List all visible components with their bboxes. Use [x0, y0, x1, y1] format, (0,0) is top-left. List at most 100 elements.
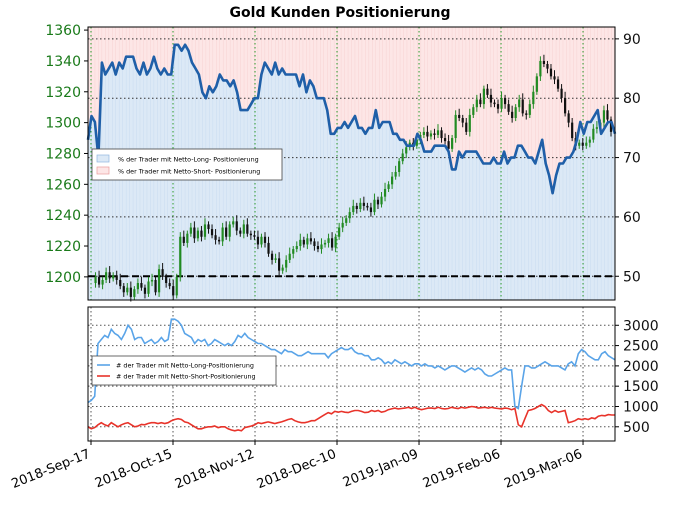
candle-body [525, 113, 528, 115]
candle-body [260, 236, 263, 245]
left-tick-label: 1240 [45, 208, 81, 224]
candle-body [129, 287, 132, 297]
candle-body [253, 235, 256, 237]
candle-body [426, 131, 429, 137]
candle-body [228, 224, 231, 237]
legend-percent: % der Trader mit Netto-Long- Positionier… [91, 148, 283, 181]
candle-body [592, 128, 595, 140]
candle-body [278, 258, 281, 271]
candle-body [567, 113, 570, 123]
bottom-frame [87, 306, 616, 442]
candle-body [242, 224, 245, 234]
x-tick-label: 2018-Sep-17 [9, 447, 92, 492]
candle-body [147, 281, 150, 294]
candle-body [362, 202, 365, 206]
candle-body [320, 244, 323, 250]
x-tick-label: 2018-Nov-12 [173, 447, 257, 492]
long-pct-line [86, 43, 617, 195]
candle-body [571, 122, 574, 139]
candle-body [553, 76, 556, 80]
candle-body [521, 99, 524, 114]
candle-body [482, 88, 485, 105]
candle-body [436, 130, 440, 135]
legend-swatch [96, 154, 110, 163]
left-tick-label: 1280 [45, 146, 81, 162]
candle-body [585, 142, 588, 146]
candle-body [330, 238, 334, 248]
candle-body [415, 139, 418, 146]
candle-body [154, 279, 157, 293]
candle-body [352, 205, 355, 213]
candle-body [503, 97, 507, 105]
candle-body [391, 176, 394, 185]
candle-body [189, 227, 192, 234]
candle-body [172, 286, 175, 296]
candle-body [292, 249, 295, 254]
candle-body [475, 99, 478, 108]
candle-body [602, 110, 606, 123]
candle-body [288, 253, 291, 260]
candle-body [140, 283, 143, 288]
right-tick-label: 50 [623, 269, 641, 285]
candle-body [186, 233, 189, 243]
candle-body [193, 227, 196, 239]
candle-body [595, 127, 598, 129]
candle-body [161, 269, 164, 277]
candle-body [511, 111, 514, 118]
candle-body [489, 94, 493, 103]
candle-body [239, 230, 242, 234]
candle-body [105, 272, 108, 280]
candle-body [468, 114, 471, 132]
x-tick-label: 2018-Dec-10 [255, 447, 339, 492]
candle-body [232, 221, 235, 225]
count-tick-label: 500 [623, 420, 650, 436]
candle-body [380, 196, 383, 205]
candle-body [376, 199, 380, 205]
legend-label: % der Trader mit Netto-Short- Positionie… [118, 168, 260, 176]
candle-body [267, 242, 270, 254]
candle-body [394, 171, 397, 177]
candle-body [564, 97, 567, 114]
candle-body [249, 233, 252, 236]
short-count-line [87, 403, 615, 432]
candle-body [203, 224, 207, 237]
left-tick-label: 1360 [45, 23, 81, 39]
candle-body [355, 205, 358, 209]
left-tick-label: 1300 [45, 116, 81, 132]
candle-body [115, 275, 118, 280]
candle-body [302, 239, 305, 245]
count-tick-label: 1500 [623, 379, 659, 395]
candle-body [306, 238, 309, 245]
candle-body [518, 99, 521, 108]
candle-body [112, 275, 115, 279]
candle-body [447, 141, 450, 149]
legend-box [91, 148, 283, 181]
count-tick-label: 1000 [623, 399, 659, 415]
left-tick-label: 1260 [45, 177, 81, 193]
candle-body [528, 104, 531, 115]
candle-body [200, 230, 203, 237]
candle-body [313, 241, 316, 247]
candle-body [398, 161, 401, 172]
candle-body [256, 236, 260, 245]
candle-body [496, 104, 500, 109]
candle-body [119, 279, 122, 287]
candle-body [443, 138, 447, 142]
legend-box [91, 355, 277, 386]
candle-body [263, 236, 267, 243]
legend-swatch [96, 166, 110, 175]
candle-body [97, 276, 101, 285]
legend-count: # der Trader mit Netto-Long-Positionieru… [91, 355, 277, 386]
candle-body [451, 138, 454, 149]
candle-body [546, 64, 549, 69]
candle-body [327, 238, 330, 243]
candle-body [514, 107, 517, 118]
candle-body [122, 286, 125, 293]
candle-body [549, 68, 553, 77]
right-tick-label: 60 [623, 210, 641, 226]
candle-body [221, 227, 224, 242]
candle-body [429, 133, 433, 137]
candle-body [341, 222, 344, 228]
candle-body [539, 60, 542, 77]
